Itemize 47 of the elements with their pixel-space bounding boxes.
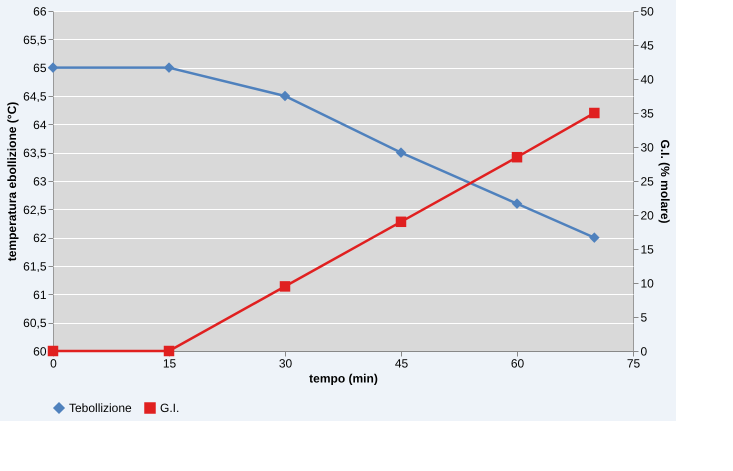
y2-axis-title: G.I. (% molare) [658, 139, 672, 224]
y2-tick-label: 0 [640, 344, 648, 358]
y-axis-title: temperatura ebollizione (°C) [5, 102, 20, 262]
y-tick-label: 63,5 [23, 146, 47, 160]
y2-tick-label: 10 [640, 276, 654, 290]
point [164, 346, 174, 356]
y-tick-label: 61,5 [23, 260, 47, 274]
x-tick-label: 15 [162, 356, 176, 370]
x-tick-label: 30 [278, 356, 292, 370]
y-tick-label: 63 [33, 174, 47, 188]
x-tick-label: 45 [394, 356, 408, 370]
y2-tick-label: 20 [640, 208, 654, 222]
y-tick-label: 64,5 [23, 90, 47, 104]
x-tick-label: 60 [510, 356, 524, 370]
point [512, 198, 522, 209]
point [589, 232, 600, 243]
y2-tick-label: 40 [640, 72, 654, 86]
point [280, 90, 290, 102]
y2-tick-label: 45 [640, 38, 654, 52]
point [396, 147, 406, 158]
y-tick-label: 60,5 [23, 316, 47, 330]
y2-tick-label: 15 [640, 242, 654, 256]
y2-tick-label: 30 [640, 140, 654, 154]
point [48, 62, 58, 73]
x-tick-label: 0 [50, 356, 58, 370]
y-tick-label: 65 [33, 61, 47, 76]
y2-tick-label: 5 [640, 310, 648, 324]
y-tick-label: 62,5 [23, 202, 47, 217]
y-tick-label: 64 [33, 118, 47, 132]
legend-label: G.I. [160, 401, 180, 415]
y2-tick-label: 50 [640, 4, 654, 18]
point [396, 216, 406, 228]
y-tick-label: 61 [33, 288, 47, 302]
point [589, 108, 600, 118]
y-tick-label: 65,5 [23, 32, 47, 47]
point [48, 346, 58, 356]
legend-label: Tebollizione [69, 401, 132, 415]
point [164, 62, 174, 73]
point [280, 281, 290, 292]
y-tick-label: 60 [33, 344, 47, 358]
y2-tick-label: 25 [640, 174, 654, 188]
x-axis-title: tempo (min) [309, 372, 378, 386]
y-tick-label: 62 [33, 231, 47, 246]
x-tick-label: 75 [626, 356, 640, 370]
y-tick-label: 66 [33, 4, 47, 18]
point [512, 152, 522, 162]
y2-tick-label: 35 [640, 106, 654, 120]
